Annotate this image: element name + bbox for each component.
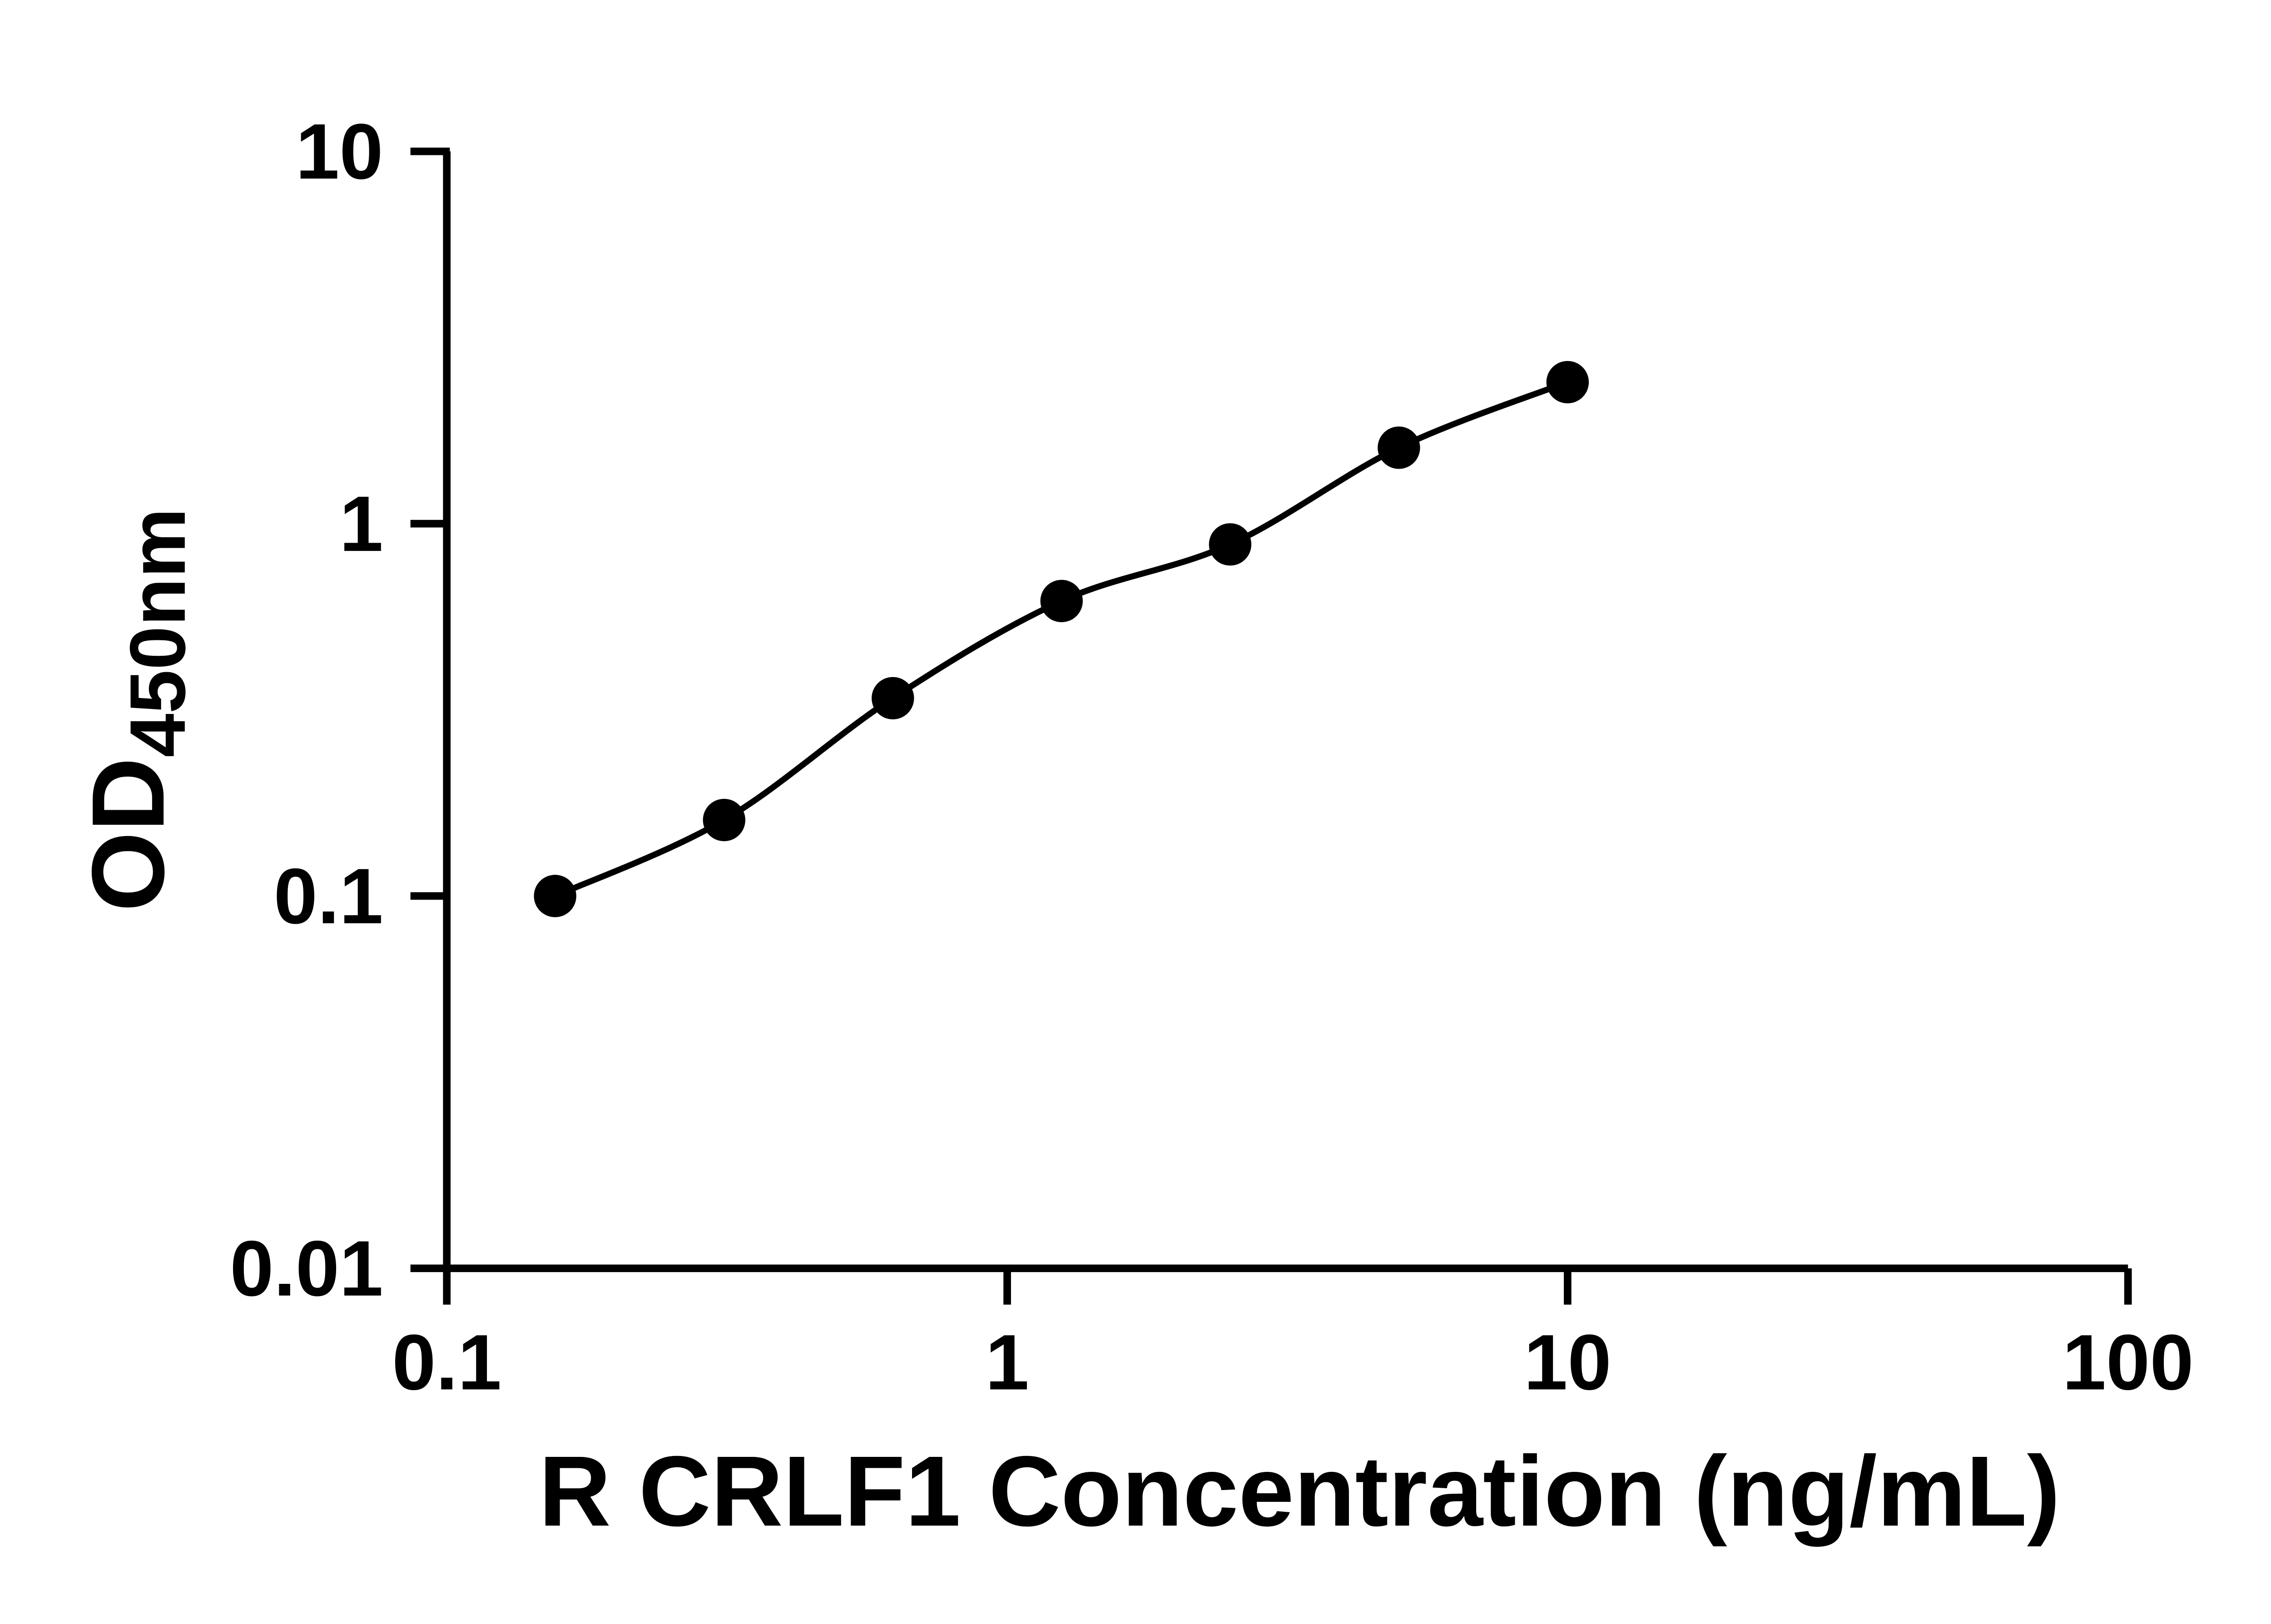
x-tick-label: 1 [985,1318,1029,1406]
x-axis-title: R CRLF1 Concentration (ng/mL) [539,1435,2060,1547]
y-tick-labels: 10 1 0.1 0.01 [230,107,383,1312]
y-axis-title-main: OD [71,758,186,912]
y-tick-label: 0.01 [230,1224,383,1312]
data-point [703,799,745,842]
x-axis-ticks [443,1268,2132,1305]
y-axis-title: OD450nm [71,508,202,912]
x-tick-label: 100 [2063,1318,2194,1406]
data-point [872,677,914,720]
y-tick-label: 10 [296,107,383,195]
data-point [1040,579,1083,623]
x-tick-labels: 0.1 1 10 100 [392,1318,2194,1406]
series-layer [534,361,1589,917]
x-tick-label: 0.1 [392,1318,501,1406]
x-tick-label: 10 [1524,1318,1612,1406]
y-tick-label: 0.1 [274,852,383,940]
data-point [1546,361,1589,404]
data-point [1209,523,1252,566]
data-point [534,875,576,917]
y-tick-label: 1 [339,480,383,568]
data-point [1378,426,1420,469]
axis-frame [443,151,2128,1272]
y-axis-title-subscript: 450nm [114,508,202,758]
